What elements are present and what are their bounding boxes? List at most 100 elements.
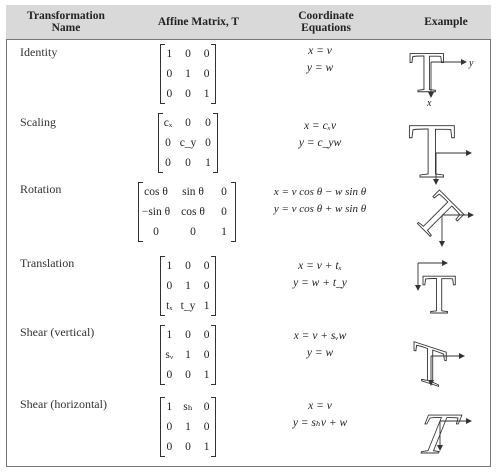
row-name: Identity [20,45,58,59]
matrix-cell: sᵥ [165,349,174,361]
header-equations: Coordinate Equations [298,10,354,34]
coordinate-equations: x = v + sᵥw y = w [255,328,385,362]
matrix-cell: t_y [180,300,196,312]
matrix-cell: 0 [190,226,196,238]
shear-vertical-example-figure: T [413,329,465,402]
y-axis-label: y [468,58,474,69]
matrix-cell: 1 [203,441,210,453]
affine-matrix: cₓ 0 0 0 c_y 0 0 0 1 [158,113,218,173]
rotation-example-figure: T [401,179,474,252]
matrix-cell: 0 [185,260,191,272]
matrix-cell: cos θ [181,206,205,218]
equation-y: y = w + t_y [293,277,347,289]
matrix-cell: 0 [185,48,191,60]
equation-y: y = c_yw [298,137,342,149]
matrix-cell: 0 [205,137,211,149]
t-glyph-icon: T [402,180,475,253]
matrix-cell: 1 [203,300,210,312]
matrix-cell: 0 [166,280,173,292]
matrix-cell: 0 [203,329,210,341]
matrix-cell: 0 [166,421,173,433]
matrix-cell: 1 [166,48,173,60]
matrix-cell: cₓ [163,117,173,129]
matrix-cell: 1 [166,260,173,272]
row-name: Shear (vertical) [20,325,95,339]
header-name: Transformation Name [27,10,105,34]
matrix-cell: 0 [165,137,171,149]
matrix-cell: sin θ [182,186,204,198]
scaling-example-figure: T [408,107,472,194]
matrix-cell: 0 [221,186,227,198]
matrix-cell: 1 [185,280,191,292]
table-header: Transformation Name Affine Matrix, T Coo… [6,5,491,40]
row-name: Rotation [20,182,62,196]
equation-y: y = w [306,62,334,74]
matrix-cell: 0 [203,260,210,272]
matrix-cell: 0 [205,117,211,129]
matrix-cell: 1 [166,401,173,413]
matrix-cell: 1 [166,329,173,341]
matrix-cell: 0 [185,157,191,169]
affine-matrix: cos θ sin θ 0 −sin θ cos θ 0 0 0 1 [138,182,236,242]
equation-y: y = w [306,347,334,359]
coordinate-equations: x = v y = w [255,43,385,77]
equation-x: x = v + sᵥw [293,330,347,342]
matrix-cell: −sin θ [141,206,171,218]
translation-example-figure: T [415,260,457,326]
coordinate-equations: x = v + tₓ y = w + t_y [255,258,385,292]
header-matrix: Affine Matrix, T [157,16,240,28]
matrix-cell: 0 [166,68,173,80]
matrix-cell: 1 [203,88,210,100]
matrix-cell: c_y [179,137,197,149]
t-glyph-icon: T [408,107,456,194]
equation-x: x = v [308,400,332,412]
matrix-cell: 0 [203,401,210,413]
matrix-cell: 0 [185,329,191,341]
matrix-cell: 0 [221,206,227,218]
x-axis-label: x [426,98,432,109]
row-name: Translation [20,256,75,270]
matrix-cell: 0 [185,369,191,381]
coordinate-equations: x = cₓv y = c_yw [255,118,385,152]
matrix-cell: 0 [203,68,210,80]
equation-x: x = cₓv [303,120,337,132]
matrix-cell: 0 [165,157,171,169]
row-name: Scaling [20,115,56,129]
coordinate-equations: x = v cos θ − w sin θ y = v cos θ + w si… [252,184,388,218]
matrix-cell: 0 [203,421,210,433]
equation-y: y = v cos θ + w sin θ [273,203,367,215]
matrix-cell: sₕ [183,401,193,413]
matrix-cell: 0 [185,117,191,129]
matrix-cell: 0 [166,369,173,381]
header-example: Example [424,16,468,28]
equation-x: x = v cos θ − w sin θ [273,186,367,198]
t-glyph-icon: T [422,264,456,326]
identity-example-figure: T y x [409,40,474,109]
matrix-cell: 0 [166,441,173,453]
matrix-cell: cos θ [144,186,168,198]
matrix-cell: 0 [185,88,191,100]
t-glyph-icon: T [409,40,444,105]
matrix-cell: 0 [203,280,210,292]
matrix-cell: 1 [185,349,191,361]
equation-y: y = sₕv + w [292,417,348,429]
shear-horizontal-example-figure: T [406,402,472,467]
matrix-cell: tₓ [166,300,173,312]
matrix-cell: 0 [153,226,159,238]
t-glyph-icon: T [413,329,447,402]
coordinate-equations: x = v y = sₕv + w [255,398,385,432]
matrix-cell: 1 [221,226,227,238]
matrix-cell: 1 [185,421,191,433]
matrix-cell: 0 [166,88,173,100]
matrix-cell: 1 [205,157,211,169]
matrix-cell: 0 [203,48,210,60]
matrix-cell: 1 [203,369,210,381]
equation-x: x = v [308,45,332,57]
equation-x: x = v + tₓ [298,260,342,272]
matrix-cell: 0 [203,349,210,361]
matrix-cell: 0 [185,441,191,453]
